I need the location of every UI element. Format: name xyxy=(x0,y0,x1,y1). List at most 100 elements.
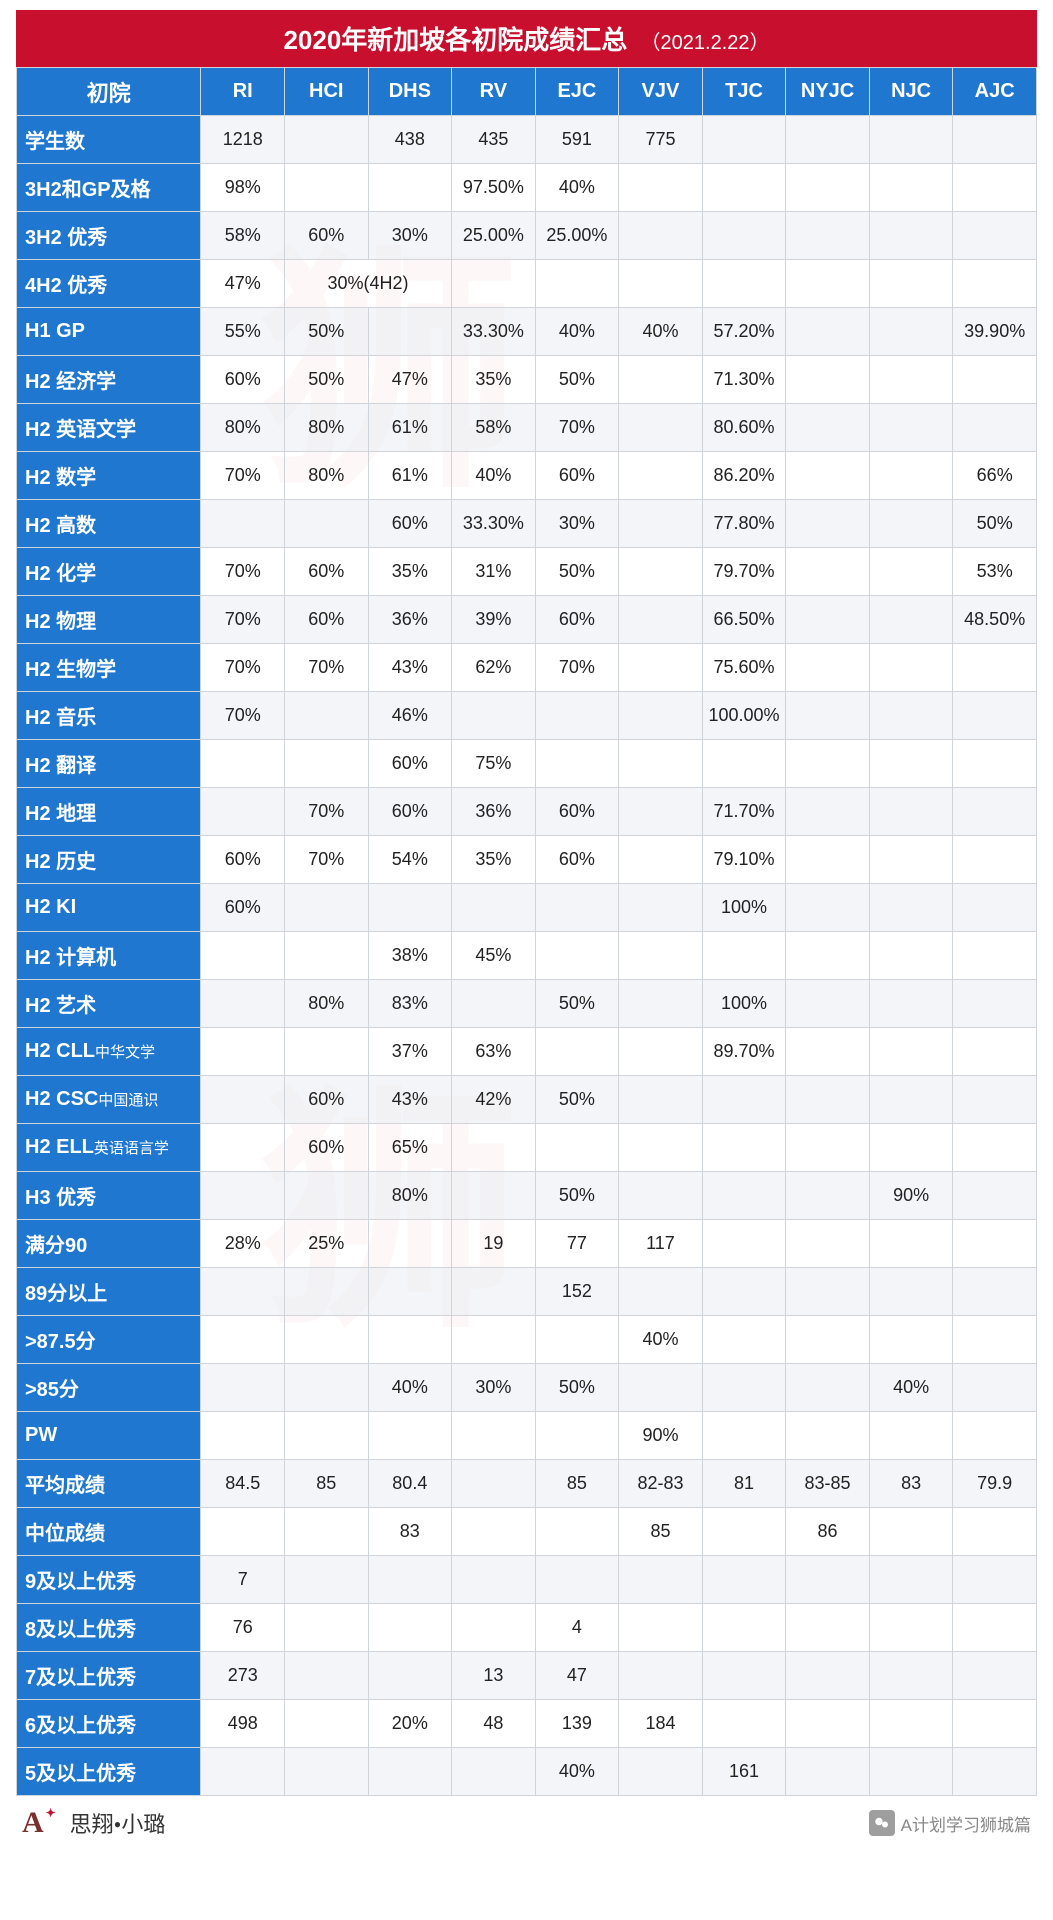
table-row: H2 高数60%33.30%30%77.80%50% xyxy=(17,500,1037,548)
column-header: DHS xyxy=(368,68,452,116)
table-cell xyxy=(619,1076,703,1124)
table-cell: 40% xyxy=(535,1748,619,1796)
row-header: H2 ELL英语语言学 xyxy=(17,1124,201,1172)
table-cell xyxy=(201,1172,285,1220)
table-cell xyxy=(702,116,786,164)
table-cell: 50% xyxy=(285,356,369,404)
row-header: 平均成绩 xyxy=(17,1460,201,1508)
table-row: >85分40%30%50%40% xyxy=(17,1364,1037,1412)
table-cell xyxy=(786,980,870,1028)
table-cell: 50% xyxy=(535,1076,619,1124)
table-cell xyxy=(869,260,953,308)
table-cell xyxy=(452,1604,536,1652)
table-cell xyxy=(953,1028,1037,1076)
table-cell xyxy=(285,1028,369,1076)
table-cell xyxy=(869,596,953,644)
table-cell: 70% xyxy=(201,596,285,644)
table-cell xyxy=(619,644,703,692)
table-cell: 80% xyxy=(201,404,285,452)
table-cell xyxy=(452,1172,536,1220)
title-date: （2021.2.22） xyxy=(641,32,770,54)
table-cell: 273 xyxy=(201,1652,285,1700)
table-cell xyxy=(869,788,953,836)
table-cell: 77 xyxy=(535,1220,619,1268)
table-cell: 161 xyxy=(702,1748,786,1796)
row-header: H2 生物学 xyxy=(17,644,201,692)
table-row: H2 音乐70%46%100.00% xyxy=(17,692,1037,740)
table-cell xyxy=(786,356,870,404)
table-cell: 79.9 xyxy=(953,1460,1037,1508)
table-cell: 43% xyxy=(368,644,452,692)
table-cell xyxy=(619,1028,703,1076)
table-cell xyxy=(619,1268,703,1316)
table-cell: 47% xyxy=(368,356,452,404)
table-cell xyxy=(285,1316,369,1364)
table-cell: 33.30% xyxy=(452,308,536,356)
table-cell xyxy=(619,404,703,452)
table-cell: 100.00% xyxy=(702,692,786,740)
table-cell: 117 xyxy=(619,1220,703,1268)
row-header: 3H2和GP及格 xyxy=(17,164,201,212)
table-cell: 50% xyxy=(535,548,619,596)
table-cell xyxy=(869,452,953,500)
table-cell xyxy=(201,1508,285,1556)
table-cell xyxy=(869,116,953,164)
table-cell xyxy=(702,740,786,788)
table-cell: 39% xyxy=(452,596,536,644)
table-row: H2 KI60%100% xyxy=(17,884,1037,932)
table-cell: 70% xyxy=(201,452,285,500)
table-cell xyxy=(953,1220,1037,1268)
table-cell: 139 xyxy=(535,1700,619,1748)
table-cell xyxy=(786,1604,870,1652)
table-cell xyxy=(702,212,786,260)
table-cell xyxy=(702,1700,786,1748)
table-cell: 39.90% xyxy=(953,308,1037,356)
row-header: H2 CSC中国通识 xyxy=(17,1076,201,1124)
table-cell xyxy=(702,1268,786,1316)
table-cell xyxy=(535,1316,619,1364)
title-bar: 2020年新加坡各初院成绩汇总 （2021.2.22） xyxy=(16,10,1037,67)
table-cell: 90% xyxy=(869,1172,953,1220)
table-cell: 98% xyxy=(201,164,285,212)
table-cell xyxy=(953,212,1037,260)
table-cell xyxy=(786,1172,870,1220)
column-header: NJC xyxy=(869,68,953,116)
table-cell xyxy=(786,596,870,644)
row-header: H2 计算机 xyxy=(17,932,201,980)
row-header: >85分 xyxy=(17,1364,201,1412)
row-header: H2 翻译 xyxy=(17,740,201,788)
table-cell: 70% xyxy=(285,788,369,836)
table-cell: 83% xyxy=(368,980,452,1028)
table-cell: 4 xyxy=(535,1604,619,1652)
table-cell xyxy=(702,1076,786,1124)
footer-left: A 思翔•小璐 xyxy=(22,1806,165,1840)
table-cell: 85 xyxy=(619,1508,703,1556)
table-cell: 50% xyxy=(535,1172,619,1220)
table-cell xyxy=(953,1364,1037,1412)
row-header: H1 GP xyxy=(17,308,201,356)
column-header: VJV xyxy=(619,68,703,116)
table-cell xyxy=(869,1700,953,1748)
table-cell xyxy=(285,116,369,164)
table-cell: 36% xyxy=(368,596,452,644)
table-cell xyxy=(285,932,369,980)
table-cell xyxy=(535,1556,619,1604)
row-header: H2 音乐 xyxy=(17,692,201,740)
table-cell xyxy=(702,1316,786,1364)
table-cell: 40% xyxy=(452,452,536,500)
table-row: 中位成绩838586 xyxy=(17,1508,1037,1556)
table-row: 9及以上优秀7 xyxy=(17,1556,1037,1604)
row-header: 89分以上 xyxy=(17,1268,201,1316)
table-cell xyxy=(702,1604,786,1652)
table-cell xyxy=(953,356,1037,404)
table-row: H2 化学70%60%35%31%50%79.70%53% xyxy=(17,548,1037,596)
table-cell: 33.30% xyxy=(452,500,536,548)
table-cell: 60% xyxy=(285,596,369,644)
table-cell xyxy=(702,932,786,980)
table-cell xyxy=(285,1172,369,1220)
table-cell: 40% xyxy=(535,308,619,356)
table-cell xyxy=(953,740,1037,788)
table-cell: 71.30% xyxy=(702,356,786,404)
table-cell xyxy=(201,980,285,1028)
table-cell xyxy=(786,212,870,260)
